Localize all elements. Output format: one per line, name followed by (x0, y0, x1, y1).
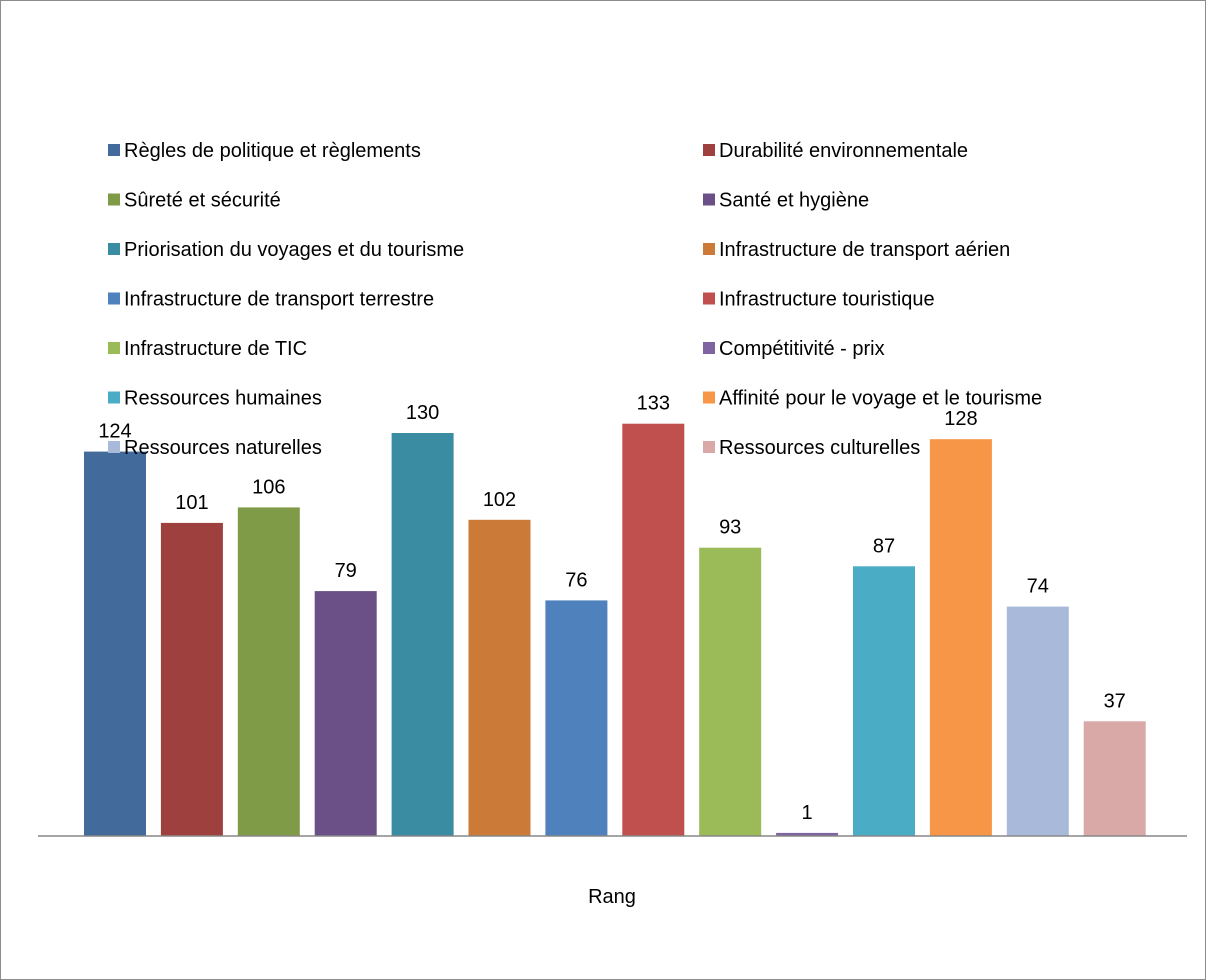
legend-label-6: Infrastructure de transport aérien (719, 239, 1010, 261)
legend-label-10: Compétitivité - prix (719, 338, 885, 360)
bar-value-label-1: 124 (98, 421, 131, 443)
legend-label-12: Affinité pour le voyage et le tourisme (719, 388, 1042, 410)
bar-4 (314, 591, 377, 836)
bar-value-label-9: 93 (719, 517, 741, 539)
legend-swatch-3 (108, 193, 120, 206)
legend-label-9: Infrastructure de TIC (124, 338, 307, 360)
bar-value-label-4: 79 (335, 560, 357, 582)
value-labels-group: 124 101 106 79 130 102 76 133 93 1 87 128 74 37 (98, 393, 1126, 824)
bar-11 (853, 566, 915, 836)
bar-9 (699, 547, 762, 836)
legend-swatch-5 (108, 243, 120, 255)
legend-swatch-2 (703, 144, 715, 156)
legend-swatch-8 (703, 292, 715, 305)
legend-swatch-10 (703, 342, 715, 354)
bar-value-label-11: 87 (873, 535, 895, 557)
legend-label-1: Règles de politique et règlements (124, 140, 421, 162)
bar-value-label-5: 130 (406, 402, 439, 424)
bar-10 (776, 832, 839, 836)
bar-8 (622, 423, 685, 836)
legend-label-5: Priorisation du voyages et du tourisme (124, 239, 464, 261)
bar-value-label-7: 76 (565, 569, 587, 591)
legend-swatch-11 (108, 391, 120, 404)
legend-label-3: Sûreté et sécurité (124, 190, 281, 212)
legend-label-14: Ressources culturelles (719, 437, 920, 459)
legend-label-13: Ressources naturelles (124, 437, 322, 459)
bar-6 (468, 519, 531, 836)
legend-label-11: Ressources humaines (124, 388, 322, 410)
bar-2 (160, 522, 223, 836)
bar-13 (1006, 606, 1069, 836)
bar-value-label-3: 106 (252, 476, 285, 498)
bar-value-label-10: 1 (802, 802, 813, 824)
legend-label-8: Infrastructure touristique (719, 289, 935, 311)
bar-value-label-8: 133 (637, 393, 670, 415)
bar-12 (929, 439, 992, 836)
bar-7 (545, 600, 608, 836)
bar-1 (84, 451, 146, 836)
bar-5 (391, 433, 454, 836)
bar-14 (1083, 721, 1146, 836)
bar-3 (237, 507, 300, 836)
legend-swatch-4 (703, 193, 715, 206)
bar-value-label-13: 74 (1027, 576, 1049, 598)
legend-label-2: Durabilité environnementale (719, 140, 968, 162)
bar-value-label-6: 102 (483, 489, 516, 511)
bars-group (84, 423, 1146, 836)
bar-value-label-2: 101 (175, 492, 208, 514)
legend-label-4: Santé et hygiène (719, 190, 869, 212)
legend-swatch-9 (108, 342, 120, 354)
legend: Règles de politique et règlements Durabil… (108, 140, 1042, 459)
x-axis-title: Rang (588, 886, 636, 908)
bar-value-label-12: 128 (944, 408, 977, 430)
legend-label-7: Infrastructure de transport terrestre (124, 289, 434, 311)
legend-swatch-6 (703, 243, 715, 255)
legend-swatch-1 (108, 144, 120, 156)
legend-swatch-14 (703, 441, 715, 453)
legend-swatch-7 (108, 292, 120, 305)
bar-value-label-14: 37 (1104, 690, 1126, 712)
legend-swatch-12 (703, 391, 715, 404)
legend-swatch-13 (108, 441, 120, 453)
